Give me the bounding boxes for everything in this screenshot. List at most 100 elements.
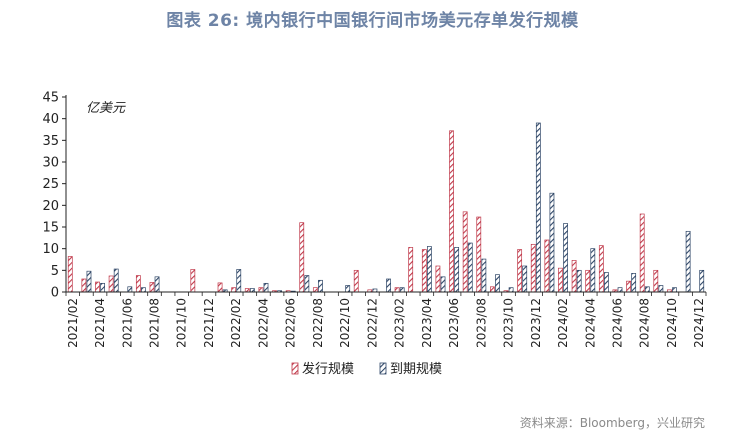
bar-issuance-2024/08	[639, 213, 645, 293]
bar-maturity-2024/12	[699, 269, 705, 293]
bar-maturity-2024/05	[604, 272, 609, 293]
x-tick-label-2023/02: 2023/02	[393, 298, 407, 348]
x-tick-label-2022/10: 2022/10	[338, 298, 352, 348]
bar-maturity-2024/07	[631, 273, 637, 293]
x-tick-label-2022/02: 2022/02	[229, 298, 243, 348]
bar-issuance-2023/08	[476, 216, 482, 293]
bar-maturity-2023/08	[481, 258, 487, 293]
legend-swatch-maturity	[379, 362, 387, 375]
bar-maturity-2024/11	[685, 230, 691, 293]
bar-issuance-2024/04	[585, 269, 591, 293]
x-tick-label-2023/08: 2023/08	[474, 298, 488, 348]
bar-issuance-2021/02	[67, 256, 73, 293]
bar-maturity-2024/06	[617, 287, 623, 293]
x-tick-label-2023/10: 2023/10	[502, 298, 516, 348]
y-tick-label-35: 35	[42, 134, 59, 149]
bar-maturity-2023/07	[467, 242, 473, 293]
bar-issuance-2022/02	[231, 287, 237, 293]
bar-issuance-2023/06	[449, 130, 454, 293]
x-tick-label-2022/06: 2022/06	[284, 298, 298, 348]
bar-issuance-2024/07	[626, 280, 631, 293]
bars-layer	[67, 122, 705, 293]
unit-label: 亿美元	[86, 101, 126, 116]
bar-maturity-2022/07	[304, 275, 310, 293]
legend-label-issuance: 发行规模	[302, 361, 354, 377]
x-tick-label-2021/06: 2021/06	[120, 298, 134, 348]
bar-issuance-2022/04	[258, 287, 264, 293]
bar-maturity-2024/08	[644, 286, 650, 293]
bar-maturity-2023/06	[454, 247, 460, 293]
bar-issuance-2022/07	[299, 222, 305, 293]
bar-issuance-2021/04	[95, 281, 100, 293]
bar-maturity-2022/04	[263, 282, 269, 293]
bar-maturity-2024/09	[658, 285, 664, 293]
bar-issuance-2022/11	[353, 269, 359, 293]
bar-maturity-2022/03	[249, 288, 255, 293]
y-tick-label-25: 25	[42, 177, 59, 192]
x-tick-label-2024/10: 2024/10	[665, 298, 679, 348]
x-tick-label-2022/08: 2022/08	[311, 298, 325, 348]
bar-issuance-2021/05	[108, 275, 114, 293]
y-tick-label-15: 15	[42, 221, 59, 236]
x-tick-label-2023/04: 2023/04	[420, 298, 434, 348]
x-tick-label-2021/02: 2021/02	[66, 298, 80, 348]
bar-issuance-2023/05	[435, 265, 441, 293]
bar-issuance-2023/07	[462, 211, 468, 293]
bar-issuance-2024/03	[571, 260, 577, 293]
chart-title: 图表 26: 境内银行中国银行间市场美元存单发行规模	[166, 11, 579, 31]
bar-maturity-2023/04	[427, 246, 432, 293]
x-tick-label-2022/04: 2022/04	[256, 298, 270, 348]
legend-swatch-issuance	[291, 362, 299, 375]
bar-issuance-2023/11	[517, 249, 523, 293]
source-note: 资料来源：Bloomberg，兴业研究	[519, 416, 705, 430]
legend-label-maturity: 到期规模	[390, 362, 442, 377]
x-tick-label-2021/08: 2021/08	[148, 298, 162, 348]
bar-issuance-2022/08	[312, 287, 318, 293]
bar-maturity-2022/08	[318, 279, 323, 293]
y-tick-label-20: 20	[42, 199, 59, 214]
bar-maturity-2024/01	[549, 192, 555, 293]
bar-maturity-2023/01	[386, 278, 391, 293]
bar-maturity-2024/03	[576, 269, 582, 293]
x-tick-label-2024/04: 2024/04	[583, 298, 597, 348]
x-tick-label-2021/12: 2021/12	[202, 298, 216, 348]
x-tick-label-2024/12: 2024/12	[692, 298, 706, 348]
bar-issuance-2023/03	[408, 247, 414, 293]
bar-issuance-2023/04	[421, 249, 427, 293]
bar-maturity-2021/08	[154, 276, 160, 293]
bar-maturity-2021/07	[141, 287, 146, 293]
bar-maturity-2023/12	[535, 122, 541, 293]
bar-maturity-2021/04	[100, 282, 105, 293]
bar-maturity-2023/10	[508, 287, 514, 293]
bar-issuance-2023/12	[530, 243, 536, 293]
bar-maturity-2023/09	[495, 274, 500, 293]
x-tick-label-2023/12: 2023/12	[529, 298, 543, 348]
x-tick-label-2024/02: 2024/02	[556, 298, 570, 348]
x-tick-label-2024/06: 2024/06	[610, 298, 624, 348]
bar-issuance-2023/02	[394, 287, 400, 293]
bar-maturity-2023/02	[399, 287, 405, 293]
bar-issuance-2023/09	[490, 286, 495, 293]
bar-issuance-2021/08	[149, 282, 155, 293]
y-tick-label-0: 0	[51, 286, 59, 301]
x-tick-label-2024/08: 2024/08	[638, 298, 652, 348]
bar-maturity-2021/03	[86, 270, 92, 293]
bar-issuance-2024/02	[558, 267, 563, 293]
x-tick-label-2022/12: 2022/12	[365, 298, 379, 348]
y-tick-label-45: 45	[42, 91, 59, 106]
bar-issuance-2024/05	[598, 245, 604, 293]
bar-maturity-2024/10	[672, 287, 677, 293]
bar-issuance-2021/11	[190, 269, 196, 293]
x-tick-label-2023/06: 2023/06	[447, 298, 461, 348]
bar-maturity-2023/05	[440, 276, 446, 293]
bar-maturity-2024/04	[590, 248, 596, 293]
bar-maturity-2023/11	[522, 265, 528, 293]
bar-issuance-2024/01	[544, 239, 550, 293]
bar-issuance-2021/03	[81, 278, 87, 293]
bar-maturity-2022/10	[345, 285, 351, 293]
bar-issuance-2022/01	[217, 282, 223, 293]
x-tick-label-2021/10: 2021/10	[175, 298, 189, 348]
bar-maturity-2022/02	[236, 269, 242, 293]
y-tick-label-10: 10	[42, 242, 59, 257]
